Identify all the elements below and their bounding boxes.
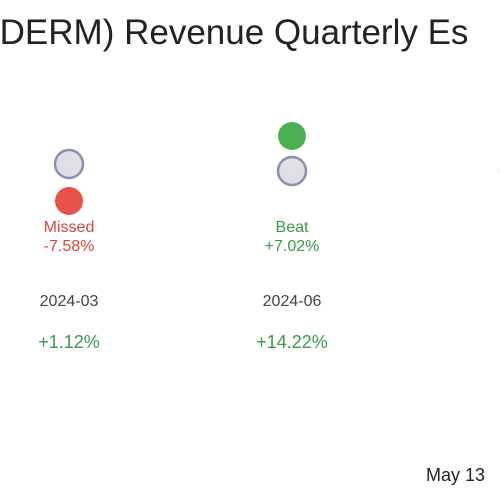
chart-title: (DERM) Revenue Quarterly Es (0, 13, 468, 52)
quarter-label: 2024-06 (263, 293, 322, 310)
surprise-percent: -7.58% (44, 238, 95, 255)
result-label: Beat (276, 219, 309, 236)
actual-marker (278, 122, 306, 150)
actual-marker (55, 187, 83, 215)
result-label: Missed (44, 219, 95, 236)
quarter-label: 2024-03 (40, 293, 99, 310)
estimate-marker (276, 155, 308, 187)
date-note: May 13 (426, 465, 485, 485)
yoy-change: +14.22% (256, 332, 328, 352)
estimate-marker (53, 148, 85, 180)
surprise-percent: +7.02% (265, 238, 320, 255)
quarter-columns: Missed -7.58% 2024-03 +1.12% Beat +7.02% 2024-… (38, 122, 500, 352)
yoy-change: +1.12% (38, 332, 100, 352)
